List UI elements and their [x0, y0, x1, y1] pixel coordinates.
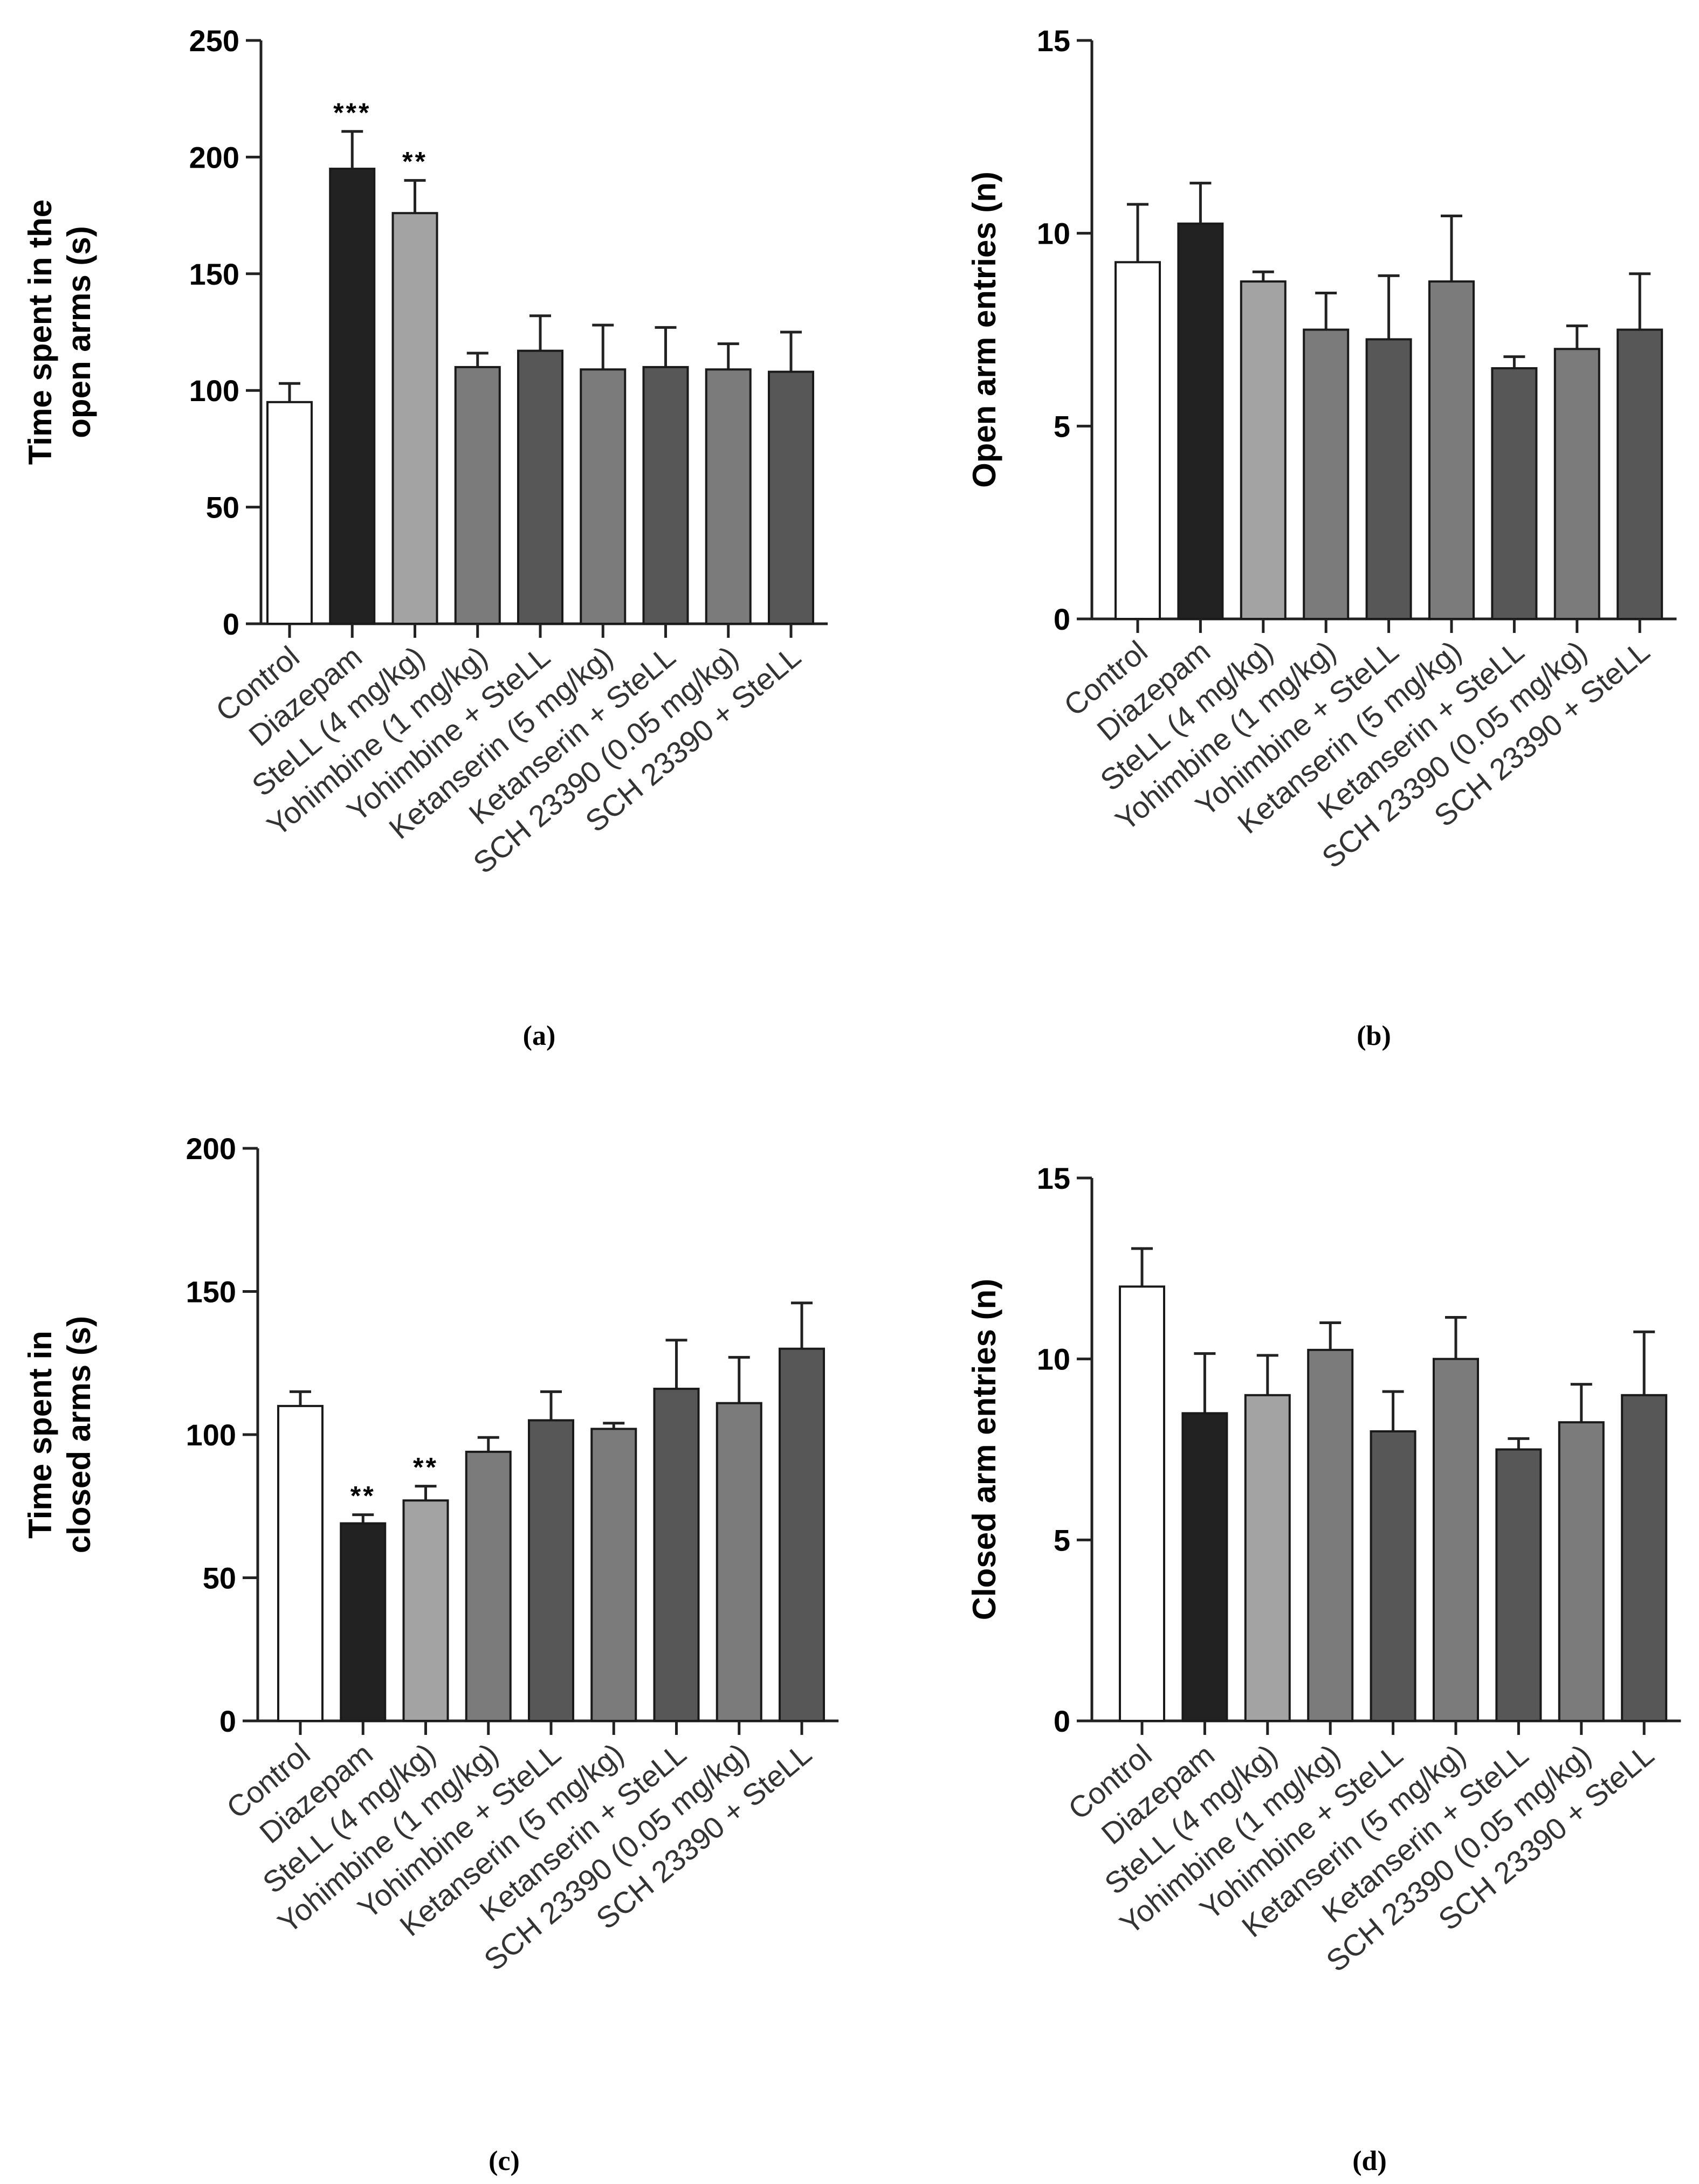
bar: [329, 168, 376, 625]
bar: [779, 1347, 825, 1722]
bar: [1303, 328, 1350, 620]
bar: [1307, 1348, 1354, 1722]
bar: [465, 1450, 512, 1723]
bar: [1621, 1394, 1668, 1723]
y-axis-title-line2: open arms (s): [61, 226, 97, 438]
bar: [1558, 1421, 1605, 1722]
panel-label: (d): [1352, 2146, 1387, 2176]
y-tick-label: 50: [206, 491, 239, 525]
y-axis-title-line1: Open arm entries (n): [966, 171, 1002, 488]
y-tick-label: 5: [1054, 1523, 1070, 1557]
bar: [340, 1522, 387, 1723]
bar: [517, 349, 563, 625]
bar: [1433, 1358, 1479, 1723]
bar: [705, 368, 752, 625]
y-tick-label: 10: [1037, 217, 1070, 251]
bar: [590, 1428, 637, 1722]
y-axis-title-line1: Time spent in the: [22, 199, 58, 465]
bar: [1240, 280, 1287, 620]
y-tick-label: 150: [189, 257, 239, 291]
y-tick-label: 150: [186, 1275, 236, 1309]
significance-label: ***: [333, 98, 371, 128]
y-tick-label: 0: [1054, 602, 1070, 636]
bar: [1115, 261, 1161, 621]
bar: [1553, 348, 1600, 620]
chart-panel-d: Closed arm entries (n) (d) 051015Control…: [966, 1161, 1681, 2176]
y-tick-label: 5: [1054, 409, 1070, 443]
y-tick-label: 200: [189, 140, 239, 174]
significance-label: **: [413, 1452, 438, 1483]
bar: [1428, 280, 1475, 620]
y-tick-label: 0: [1054, 1704, 1070, 1738]
bar: [266, 401, 313, 625]
y-tick-label: 50: [203, 1561, 236, 1595]
y-axis-title-line1: Closed arm entries (n): [966, 1279, 1002, 1621]
y-tick-label: 200: [186, 1132, 236, 1166]
y-tick-label: 15: [1037, 24, 1070, 58]
y-axis-title-line1: Time spent in: [22, 1331, 58, 1539]
bar: [277, 1404, 324, 1722]
bar: [642, 366, 689, 625]
significance-label: **: [350, 1481, 376, 1511]
y-tick-label: 10: [1037, 1342, 1070, 1376]
y-tick-label: 0: [223, 607, 239, 641]
panel-label: (b): [1357, 1021, 1391, 1051]
bar: [402, 1499, 449, 1722]
bar: [1177, 222, 1224, 620]
bar: [1370, 1430, 1416, 1722]
bar: [1495, 1448, 1542, 1722]
y-tick-label: 100: [189, 374, 239, 408]
panel-label: (c): [489, 2146, 520, 2176]
significance-label: **: [402, 147, 428, 177]
bar: [1181, 1412, 1228, 1723]
bar: [716, 1402, 762, 1723]
bar: [1365, 338, 1412, 620]
bar: [391, 212, 438, 625]
bar: [1617, 328, 1663, 620]
y-tick-label: 250: [189, 24, 239, 58]
y-tick-label: 100: [186, 1418, 236, 1452]
bar: [1119, 1285, 1165, 1722]
bar: [653, 1388, 700, 1723]
y-tick-label: 0: [219, 1704, 236, 1738]
y-tick-label: 15: [1037, 1161, 1070, 1195]
bar: [768, 370, 814, 625]
y-axis-title-line2: closed arms (s): [61, 1316, 97, 1553]
bar: [1244, 1394, 1291, 1723]
bar: [454, 366, 501, 625]
bar: [1491, 367, 1538, 620]
panel-label: (a): [523, 1021, 556, 1051]
bar: [528, 1419, 574, 1722]
bar: [580, 368, 627, 625]
